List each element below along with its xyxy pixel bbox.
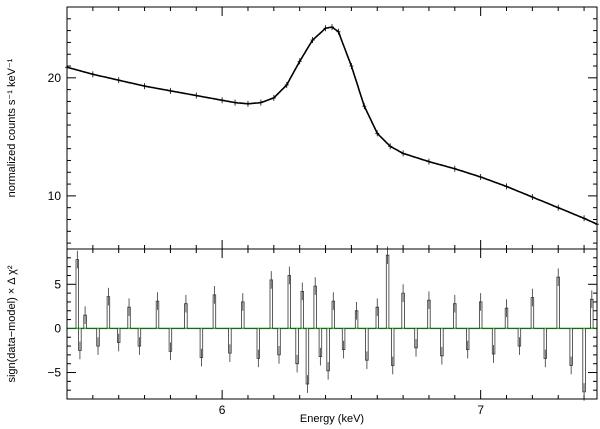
- residual-frame: [66, 248, 598, 400]
- x-tick-label-6: 6: [219, 403, 226, 417]
- x-axis-label: Energy (keV): [300, 413, 364, 425]
- residual-step-line: [66, 254, 598, 393]
- spectrum-y-tick-label-10: 10: [48, 189, 62, 203]
- residual-y-axis-label: sign(data−model) × Δ χ²: [6, 265, 18, 382]
- residual-panel: sign(data−model) × Δ χ² −5 0 5 6 7 Energ…: [6, 246, 598, 425]
- spectrum-data-points: [65, 24, 599, 228]
- spectrum-model-line: [66, 26, 598, 225]
- x-tick-label-7: 7: [477, 403, 484, 417]
- residual-y-tick-label-0: 0: [54, 321, 61, 335]
- spectrum-panel: normalized counts s⁻¹ keV⁻¹ 10 20: [6, 6, 599, 250]
- spectrum-y-tick-label-20: 20: [48, 71, 62, 85]
- residual-y-tick-label-neg5: −5: [47, 366, 61, 380]
- spectrum-frame: [66, 6, 598, 250]
- spectrum-ticks: [67, 7, 597, 249]
- residual-error-bars: [76, 246, 593, 401]
- spectrum-y-axis-label: normalized counts s⁻¹ keV⁻¹: [6, 58, 18, 197]
- residual-y-tick-label-5: 5: [54, 277, 61, 291]
